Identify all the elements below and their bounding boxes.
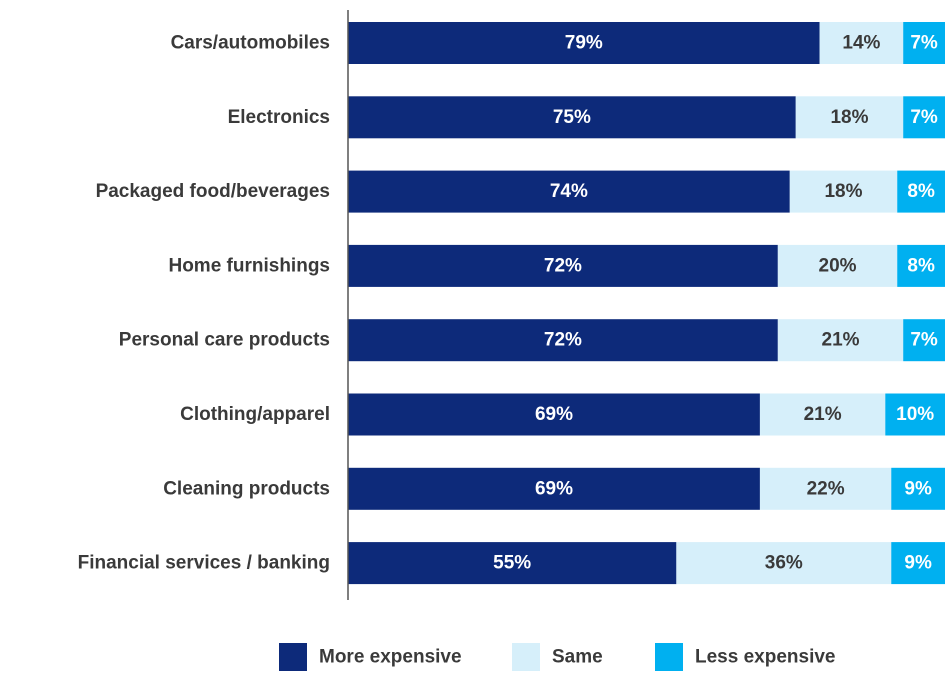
data-label: 20% — [819, 255, 857, 276]
bars-group — [348, 22, 945, 585]
bar-segment-more-expensive — [348, 22, 820, 64]
data-label: 36% — [765, 553, 803, 574]
bar-segment-more-expensive — [348, 467, 760, 510]
data-label: 21% — [822, 330, 860, 351]
bar-segment-more-expensive — [348, 319, 778, 362]
data-label: 18% — [824, 181, 862, 202]
bar-segment-same — [819, 22, 904, 64]
data-label: 14% — [842, 33, 880, 54]
category-label: Financial services / banking — [78, 553, 330, 574]
legend-label: More expensive — [319, 647, 462, 668]
data-label: 55% — [493, 553, 531, 574]
category-label: Cleaning products — [163, 478, 330, 499]
data-label: 72% — [544, 330, 582, 351]
bar-segment-less-expensive — [897, 170, 945, 213]
data-label: 7% — [910, 107, 938, 128]
category-label: Personal care products — [119, 330, 330, 351]
category-label: Clothing/apparel — [180, 404, 330, 425]
data-label: 9% — [904, 478, 932, 499]
data-label: 72% — [544, 255, 582, 276]
data-label: 9% — [904, 553, 932, 574]
category-labels: Cars/automobiles Electronics Packaged food… — [78, 33, 330, 574]
bar-segment-less-expensive — [903, 319, 945, 362]
category-label: Electronics — [228, 107, 330, 128]
bar-segment-more-expensive — [348, 393, 760, 436]
bar-segment-less-expensive — [891, 467, 945, 510]
data-label: 7% — [910, 330, 938, 351]
bar-segment-same — [759, 393, 886, 436]
bar-segment-same — [777, 319, 904, 362]
legend: More expensive Same Less expensive — [279, 643, 835, 671]
bar-segment-same — [795, 96, 904, 139]
bar-segment-same — [789, 170, 898, 213]
bar-segment-more-expensive — [348, 244, 778, 287]
category-label: Packaged food/beverages — [96, 181, 330, 202]
category-label: Home furnishings — [168, 255, 330, 276]
legend-swatch — [279, 643, 307, 671]
data-label: 18% — [830, 107, 868, 128]
legend-label: Less expensive — [695, 647, 835, 668]
data-label: 10% — [896, 404, 934, 425]
legend-swatch — [655, 643, 683, 671]
bar-segment-same — [676, 542, 892, 585]
data-label: 21% — [804, 404, 842, 425]
legend-swatch — [512, 643, 540, 671]
bar-segment-more-expensive — [348, 96, 796, 139]
bar-segment-less-expensive — [903, 96, 945, 139]
bar-segment-less-expensive — [891, 542, 945, 585]
data-label: 8% — [907, 181, 935, 202]
bar-segment-less-expensive — [903, 22, 945, 64]
bar-segment-less-expensive — [897, 244, 945, 287]
data-label: 74% — [550, 181, 588, 202]
bar-segment-same — [759, 467, 892, 510]
bar-segment-less-expensive — [885, 393, 945, 436]
data-label: 22% — [807, 478, 845, 499]
data-label: 79% — [565, 33, 603, 54]
legend-label: Same — [552, 647, 603, 668]
bar-segment-same — [777, 244, 898, 287]
data-labels-group: 79% 14% 7% 75% 18% 7% 74% 18% 8% 72% 20% 8% 72% 21% 7%… — [493, 33, 938, 574]
data-label: 75% — [553, 107, 591, 128]
category-label: Cars/automobiles — [171, 33, 330, 54]
data-label: 69% — [535, 478, 573, 499]
bar-segment-more-expensive — [348, 542, 677, 585]
bar-segment-more-expensive — [348, 170, 790, 213]
data-label: 7% — [910, 33, 938, 54]
data-label: 69% — [535, 404, 573, 425]
data-label: 8% — [907, 255, 935, 276]
